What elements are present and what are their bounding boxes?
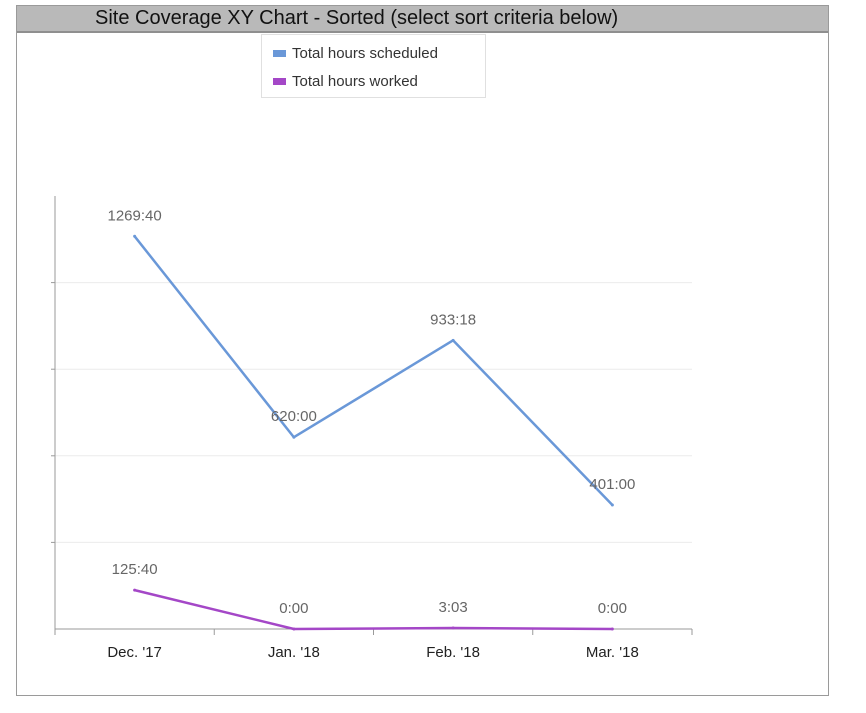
x-tick-label: Mar. '18 xyxy=(586,644,639,661)
x-tick-label: Dec. '17 xyxy=(107,644,162,661)
chart-panel: Site Coverage XY Chart - Sorted (select … xyxy=(16,5,829,696)
series-line xyxy=(133,235,614,506)
legend-label-worked: Total hours worked xyxy=(292,72,418,90)
chart-title: Site Coverage XY Chart - Sorted (select … xyxy=(95,7,619,29)
data-label: 125:40 xyxy=(112,561,158,578)
data-label: 3:03 xyxy=(439,599,468,616)
data-label: 0:00 xyxy=(279,600,308,617)
x-tick-label: Jan. '18 xyxy=(268,644,320,661)
data-point xyxy=(451,338,455,342)
data-point xyxy=(133,234,137,238)
data-point xyxy=(610,627,614,631)
data-label: 0:00 xyxy=(598,600,627,617)
data-label: 620:00 xyxy=(271,408,317,425)
data-point xyxy=(133,588,137,592)
series-line xyxy=(134,588,613,631)
line-chart: Dec. '17 Jan. '18 Feb. '18 Mar. '18 1269:40 6… xyxy=(51,196,693,661)
legend-swatch-worked xyxy=(273,77,286,85)
legend-label-scheduled: Total hours scheduled xyxy=(292,44,438,62)
chart-titlebar: Site Coverage XY Chart - Sorted (select … xyxy=(17,6,828,33)
data-point xyxy=(451,626,455,630)
data-point xyxy=(292,435,296,439)
data-point xyxy=(292,627,296,631)
legend-swatch-scheduled xyxy=(273,49,286,57)
legend-item-scheduled[interactable]: Total hours scheduled xyxy=(273,43,438,63)
data-label: 401:00 xyxy=(589,476,635,493)
chart-legend: Total hours scheduled Total hours worked xyxy=(261,34,486,98)
legend-item-worked[interactable]: Total hours worked xyxy=(273,71,418,91)
data-label: 933:18 xyxy=(430,311,476,328)
x-tick-label: Feb. '18 xyxy=(426,644,480,661)
data-point xyxy=(610,503,614,507)
data-label: 1269:40 xyxy=(108,207,162,224)
